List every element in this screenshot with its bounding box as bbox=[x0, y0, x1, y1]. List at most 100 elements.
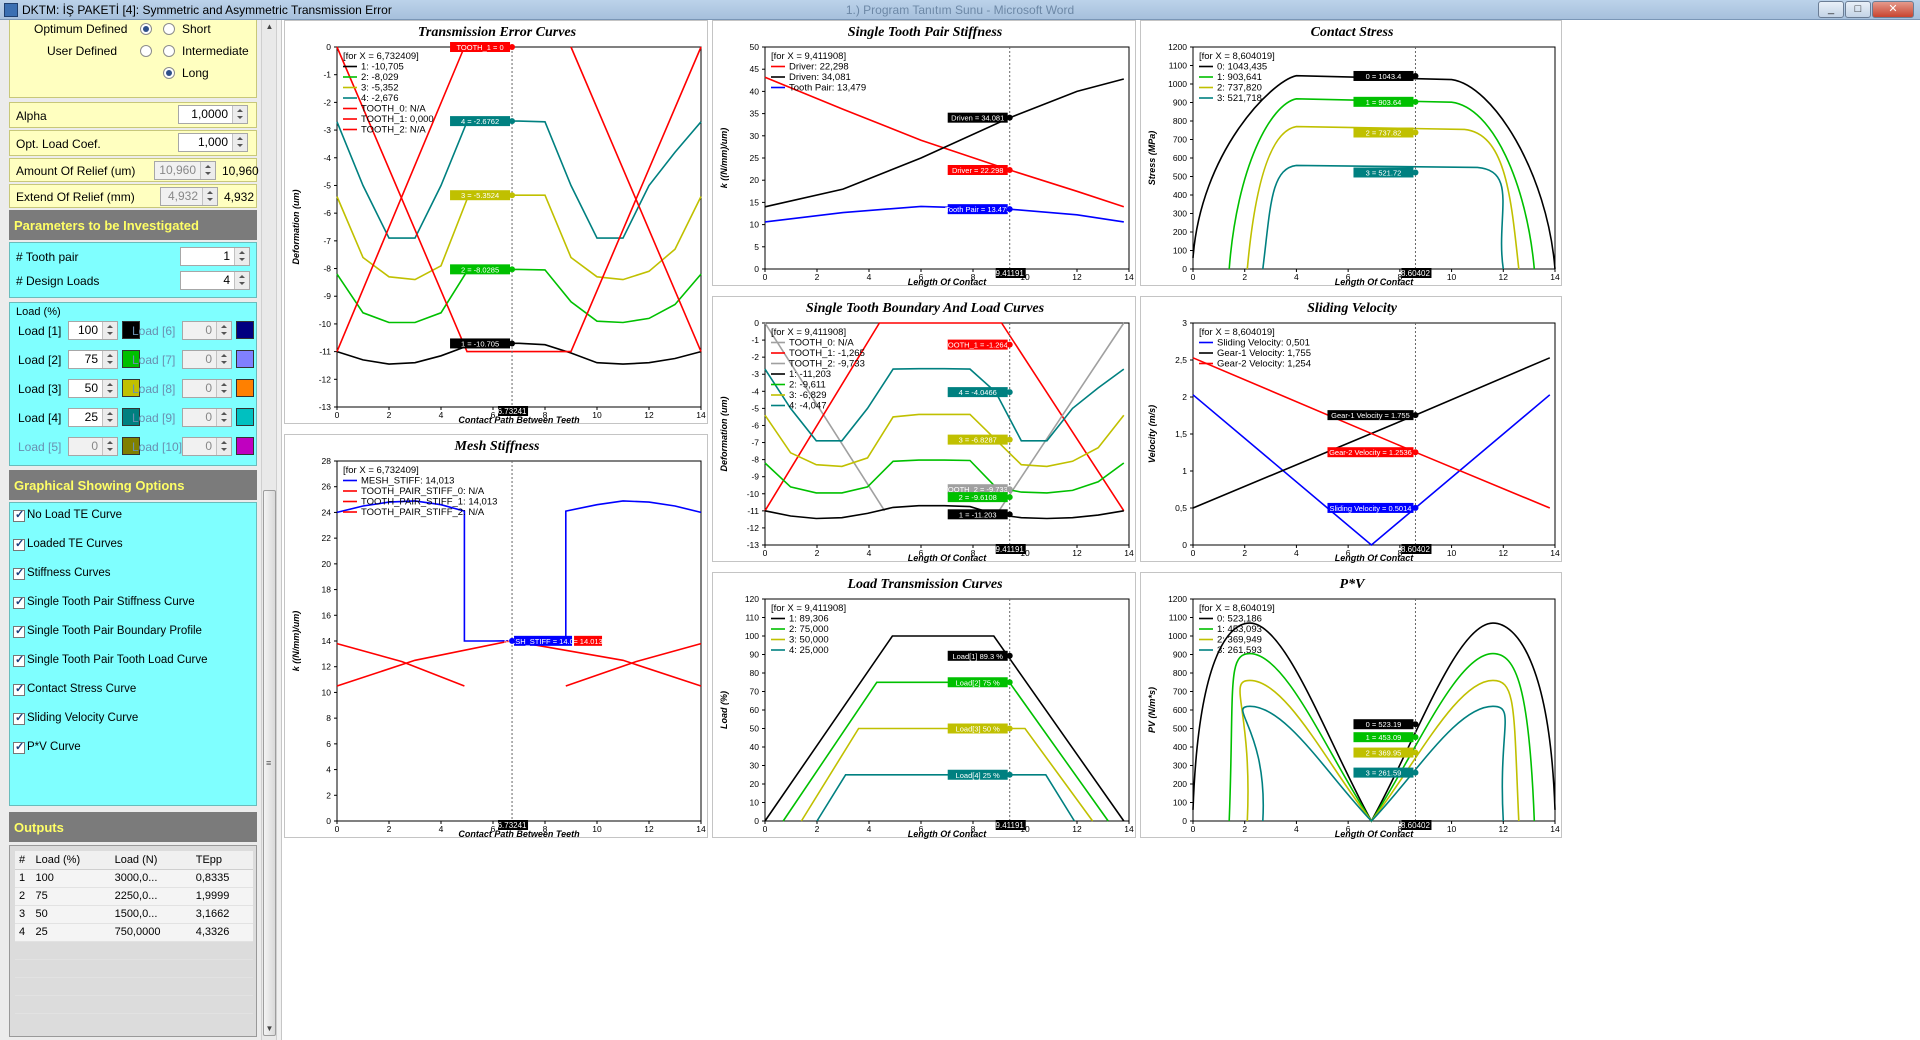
optimum-defined-radio[interactable] bbox=[140, 23, 152, 35]
tooth-pair-input[interactable]: 1 bbox=[180, 247, 250, 266]
load-color-swatch-5[interactable] bbox=[122, 437, 140, 455]
load-input-4[interactable]: 25 bbox=[68, 408, 118, 427]
panel-scrollbar[interactable]: ▲ ≡ ▼ bbox=[261, 20, 277, 1040]
option-checkbox-8[interactable] bbox=[13, 711, 25, 725]
legend-item: TOOTH_PAIR_STIFF_1: 14,013 bbox=[361, 497, 497, 508]
x-tick-label: 6 bbox=[491, 824, 496, 834]
load-color-swatch-8[interactable] bbox=[236, 379, 254, 397]
chart-pv[interactable]: P*V 1200 1100 1000 900 800 700 600 500 400 300 200 1… bbox=[1140, 572, 1562, 839]
col-load-percent[interactable]: Load (%) bbox=[31, 851, 111, 870]
option-checkbox-4[interactable] bbox=[13, 595, 25, 609]
y-tick-label: -1 bbox=[323, 70, 331, 80]
y-tick-label: 0 bbox=[754, 318, 759, 328]
load-color-swatch-10[interactable] bbox=[236, 437, 254, 455]
minimize-button[interactable]: _ bbox=[1818, 1, 1844, 18]
chart-ltc[interactable]: Load Transmission Curves 120 110 100 90 80 70 6… bbox=[712, 572, 1136, 839]
chart-sv[interactable]: Sliding Velocity 3 2,5 2 1,5 1 0,5 0 0 2 4 6 8 10 12 14… bbox=[1140, 296, 1562, 563]
y-tick-label: 25 bbox=[750, 153, 760, 163]
chart-stb[interactable]: Single Tooth Boundary And Load Curves 0 -1… bbox=[712, 296, 1136, 563]
load-color-swatch-6[interactable] bbox=[236, 321, 254, 339]
col-load-n[interactable]: Load (N) bbox=[110, 851, 192, 870]
design-loads-input[interactable]: 4 bbox=[180, 271, 250, 290]
load-spinner-4[interactable] bbox=[102, 409, 117, 426]
load-color-swatch-4[interactable] bbox=[122, 408, 140, 426]
y-tick-label: 200 bbox=[1173, 779, 1187, 789]
chart-te[interactable]: Transmission Error Curves 0 -1 -2 -3 -4 -5 -6 -7… bbox=[284, 20, 708, 425]
load-input-2[interactable]: 75 bbox=[68, 350, 118, 369]
option-checkbox-3[interactable] bbox=[13, 566, 25, 580]
x-tick-label: 8 bbox=[1397, 548, 1402, 558]
cursor-badges: MESH_STIFF = 14.013= 14.013 bbox=[504, 635, 603, 646]
load-color-swatch-9[interactable] bbox=[236, 408, 254, 426]
x-tick-label: 0 bbox=[763, 272, 768, 282]
load-input-3[interactable]: 50 bbox=[68, 379, 118, 398]
maximize-button[interactable]: □ bbox=[1845, 1, 1871, 18]
option-checkbox-5[interactable] bbox=[13, 624, 25, 638]
table-row[interactable]: 1 100 3000,0... 0,8335 bbox=[15, 869, 253, 888]
tooth-pair-spinner[interactable] bbox=[234, 248, 249, 265]
load-color-swatch-2[interactable] bbox=[122, 350, 140, 368]
option-checkbox-7[interactable] bbox=[13, 682, 25, 696]
opt-load-spinner[interactable] bbox=[232, 134, 247, 151]
y-tick-label: 0 bbox=[1182, 264, 1187, 274]
intermediate-radio[interactable] bbox=[163, 45, 175, 57]
load-color-swatch-1[interactable] bbox=[122, 321, 140, 339]
table-cell: 4,3326 bbox=[191, 923, 253, 942]
alpha-spinner[interactable] bbox=[232, 106, 247, 123]
x-axis-label: Length Of Contact bbox=[908, 277, 987, 287]
design-loads-spinner[interactable] bbox=[234, 272, 249, 289]
cursor-point bbox=[1412, 721, 1419, 728]
load-input-1[interactable]: 100 bbox=[68, 321, 118, 340]
x-tick-label: 4 bbox=[1294, 824, 1299, 834]
cursor-point bbox=[509, 340, 516, 347]
badge-text: TOOTH_1 = 0 bbox=[456, 43, 503, 52]
x-tick-label: 12 bbox=[1499, 548, 1509, 558]
short-radio[interactable] bbox=[163, 23, 175, 35]
option-checkbox-2[interactable] bbox=[13, 537, 25, 551]
opt-load-input[interactable]: 1,000 bbox=[178, 133, 248, 152]
cursor-badges: 0 = 523.19 1 = 453.09 2 = 369.95 3 = 261.59 bbox=[1353, 719, 1419, 778]
load-spinner-3[interactable] bbox=[102, 380, 117, 397]
col-tepp[interactable]: TEpp bbox=[191, 851, 253, 870]
chart-cs[interactable]: Contact Stress 1200 1100 1000 900 800 700 600 50… bbox=[1140, 20, 1562, 287]
table-row[interactable]: 2 75 2250,0... 1,9999 bbox=[15, 887, 253, 906]
cursor-point bbox=[1006, 389, 1013, 396]
y-tick-label: 0 bbox=[1182, 540, 1187, 550]
option-checkbox-6[interactable] bbox=[13, 653, 25, 667]
long-radio[interactable] bbox=[163, 67, 175, 79]
y-tick-label: -13 bbox=[319, 402, 332, 412]
scroll-thumb[interactable] bbox=[263, 490, 276, 1036]
user-defined-radio[interactable] bbox=[140, 45, 152, 57]
badge-box bbox=[1327, 410, 1414, 421]
table-row[interactable]: 3 50 1500,0... 3,1662 bbox=[15, 905, 253, 924]
load-color-swatch-3[interactable] bbox=[122, 379, 140, 397]
chart-mesh[interactable]: Mesh Stiffness 28 26 24 22 20 18 16 14 12 10 8 6 4 2 0 0… bbox=[284, 434, 708, 839]
scroll-down-icon[interactable]: ▼ bbox=[265, 1024, 274, 1033]
badge-box bbox=[450, 338, 511, 349]
load-spinner-1[interactable] bbox=[102, 322, 117, 339]
table-row[interactable]: 4 25 750,0000 4,3326 bbox=[15, 923, 253, 942]
option-checkbox-9[interactable] bbox=[13, 740, 25, 754]
option-checkbox-1[interactable] bbox=[13, 508, 25, 522]
cursor-point bbox=[1412, 72, 1419, 79]
series-group bbox=[764, 76, 1125, 223]
col-index[interactable]: # bbox=[15, 851, 32, 870]
load-color-swatch-7[interactable] bbox=[236, 350, 254, 368]
y-axis-label: PV (N/m*s) bbox=[1147, 687, 1157, 733]
chart-stp[interactable]: Single Tooth Pair Stiffness 50 45 40 35 30 25 2… bbox=[712, 20, 1136, 287]
y-tick-label: -11 bbox=[747, 506, 759, 516]
alpha-input[interactable]: 1,0000 bbox=[178, 105, 248, 124]
scroll-up-icon[interactable]: ▲ bbox=[265, 22, 274, 31]
outputs-header: Outputs bbox=[9, 812, 257, 842]
series-line bbox=[336, 500, 702, 642]
table-cell: 1 bbox=[15, 869, 32, 888]
splitter[interactable] bbox=[277, 20, 282, 1040]
close-button[interactable]: ✕ bbox=[1872, 1, 1914, 18]
load-label-8: Load [8] bbox=[132, 382, 176, 396]
x-tick-label: 6 bbox=[1346, 272, 1351, 282]
window-titlebar: DKTM: İŞ PAKETİ [4]: Symmetric and Asymm… bbox=[0, 0, 1920, 20]
load-spinner-2[interactable] bbox=[102, 351, 117, 368]
y-tick-label: 2 bbox=[326, 790, 331, 800]
x-tick-label: 8 bbox=[971, 272, 976, 282]
